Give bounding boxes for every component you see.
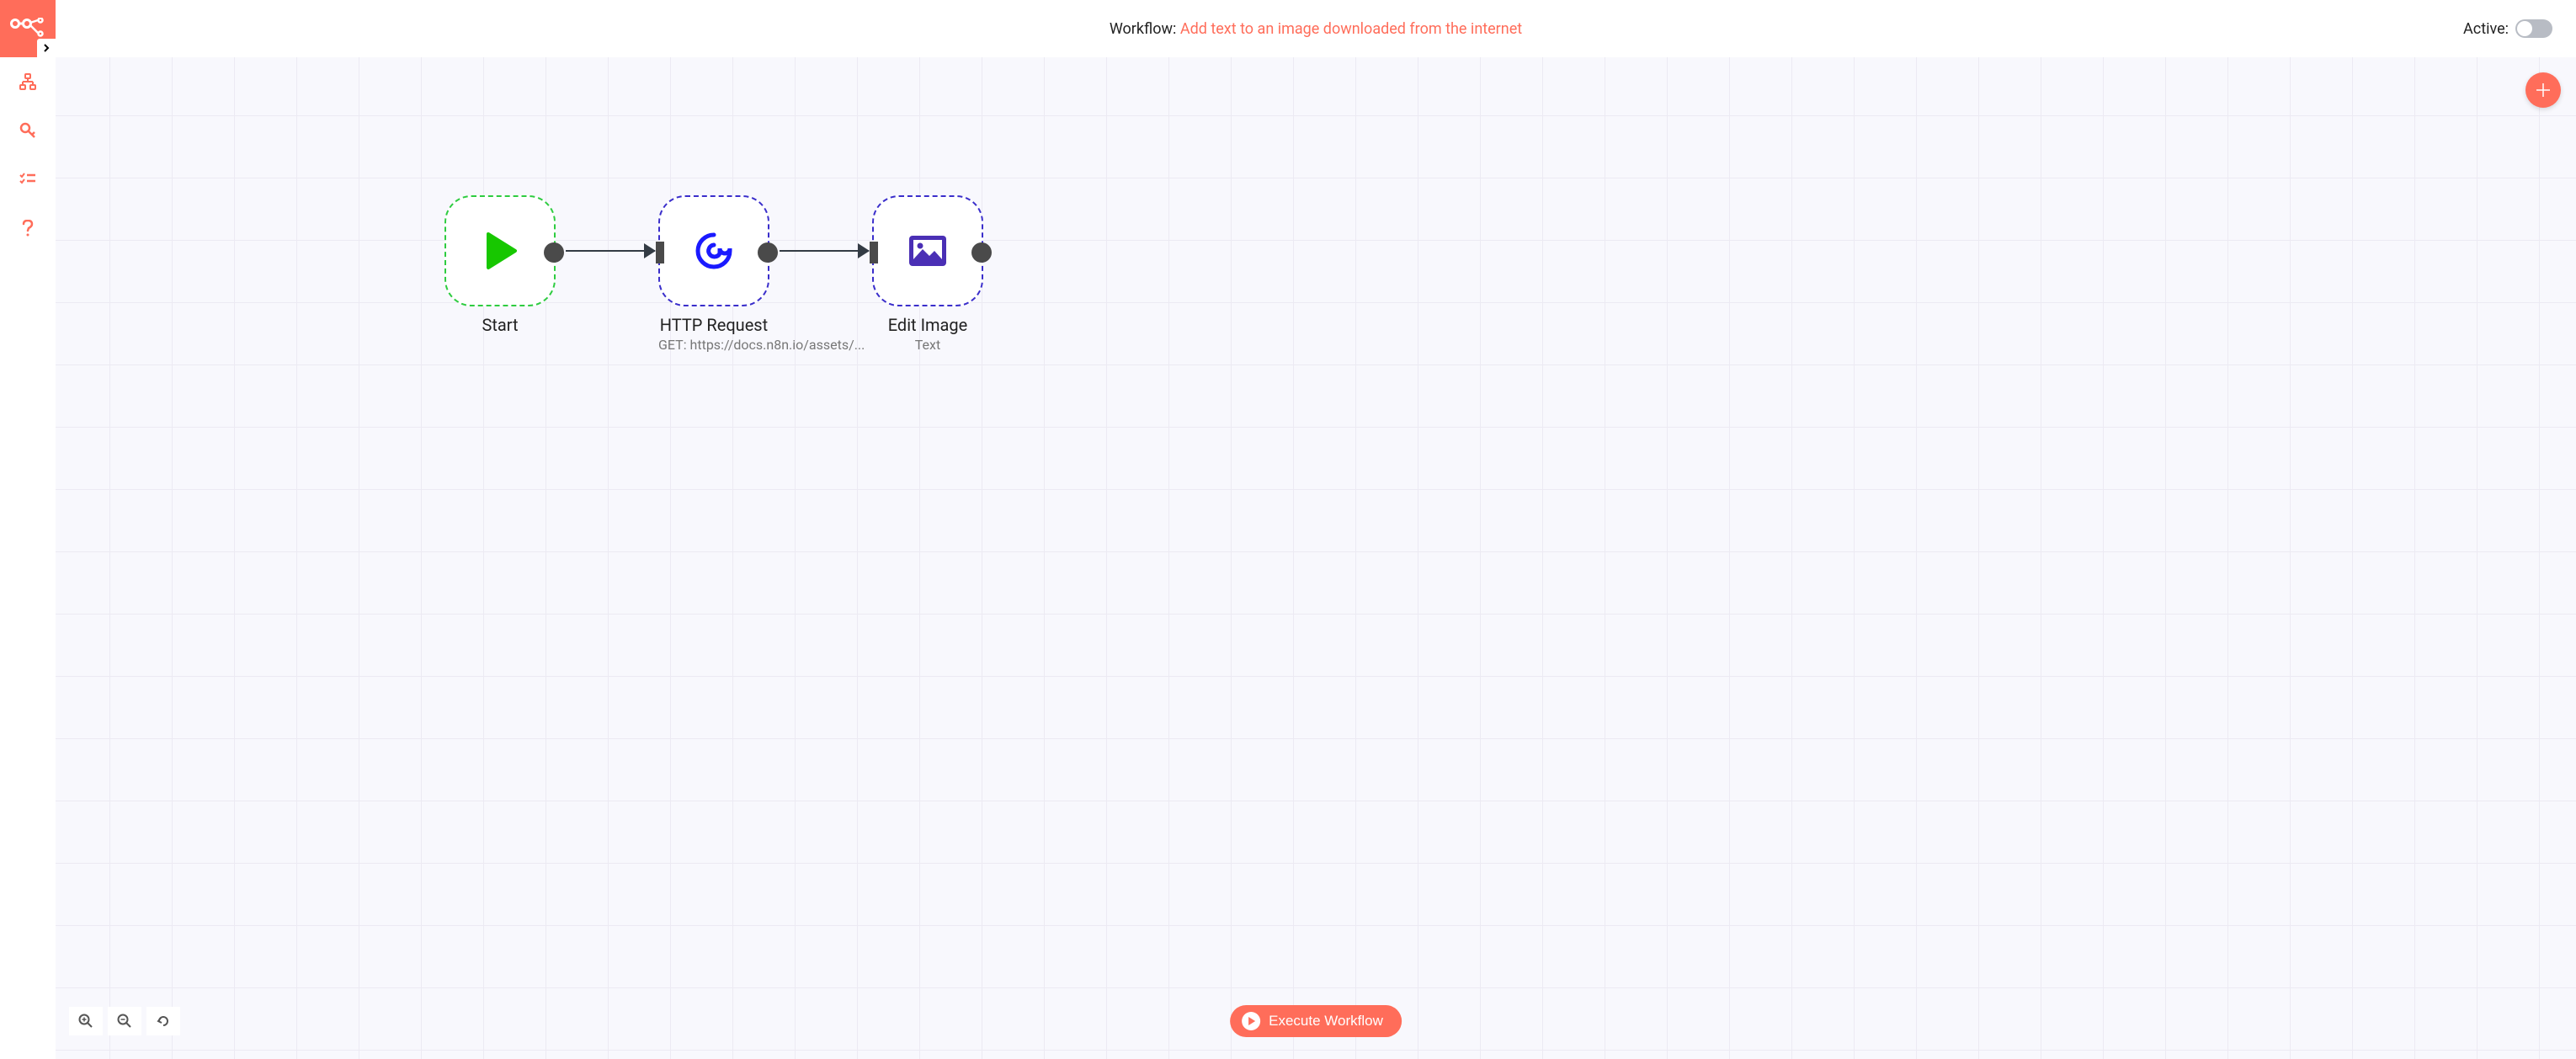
workflow-title-prefix: Workflow: [1110,20,1180,38]
sidebar-item-workflows[interactable] [0,57,56,106]
workflow-title[interactable]: Workflow: Add text to an image downloade… [1110,20,1522,38]
chevron-right-icon [42,44,51,52]
at-icon [693,230,735,272]
edge-http-editimage[interactable] [780,250,869,252]
zoom-out-button[interactable] [108,1007,141,1035]
workflows-icon [19,73,36,90]
node-http-request[interactable]: HTTP Request GET: https://docs.n8n.io/as… [658,195,769,353]
app-logo[interactable] [0,0,56,57]
question-icon [22,220,34,237]
execute-workflow-button[interactable]: Execute Workflow [1230,1005,1402,1037]
node-box-start[interactable] [444,195,556,306]
output-port[interactable] [758,242,778,263]
input-port[interactable] [870,242,878,263]
sidebar [0,0,56,1059]
reset-view-button[interactable] [146,1007,180,1035]
undo-icon [156,1014,171,1029]
plus-icon [2535,82,2552,98]
execute-label: Execute Workflow [1269,1013,1383,1030]
node-title: Start [444,315,556,335]
sidebar-item-help[interactable] [0,204,56,253]
topbar: Workflow: Add text to an image downloade… [56,0,2576,57]
zoom-controls [69,1007,180,1035]
arrow-icon [858,243,870,258]
node-title: Edit Image [872,315,983,335]
output-port[interactable] [544,242,564,263]
active-toggle[interactable] [2515,19,2552,38]
workflow-canvas[interactable]: Start HTTP Request GET: https://docs.n8n… [56,57,2576,1059]
main-area: Workflow: Add text to an image downloade… [56,0,2576,1059]
output-port[interactable] [971,242,992,263]
n8n-logo-icon [10,18,45,40]
image-icon [907,234,948,268]
sidebar-item-credentials[interactable] [0,106,56,155]
active-label: Active: [2463,20,2509,38]
node-box-http[interactable] [658,195,769,306]
node-subtitle: Text [872,337,983,353]
toggle-knob [2517,21,2532,36]
play-icon [478,229,522,273]
node-subtitle: GET: https://docs.n8n.io/assets/... [658,337,769,353]
zoom-in-icon [78,1014,93,1029]
zoom-in-button[interactable] [69,1007,103,1035]
topbar-right: Active: [2463,0,2552,57]
zoom-out-icon [117,1014,132,1029]
edge-start-http[interactable] [566,250,655,252]
arrow-icon [644,243,656,258]
expand-sidebar-button[interactable] [37,39,56,57]
list-check-icon [19,173,36,186]
play-circle-icon [1242,1012,1260,1030]
sidebar-item-executions[interactable] [0,155,56,204]
node-start[interactable]: Start [444,195,556,335]
workflow-name: Add text to an image downloaded from the… [1180,20,1522,38]
key-icon [19,122,36,139]
node-box-editimage[interactable] [872,195,983,306]
node-edit-image[interactable]: Edit Image Text [872,195,983,353]
add-node-button[interactable] [2525,72,2561,108]
node-title: HTTP Request [658,315,769,335]
input-port[interactable] [656,242,664,263]
